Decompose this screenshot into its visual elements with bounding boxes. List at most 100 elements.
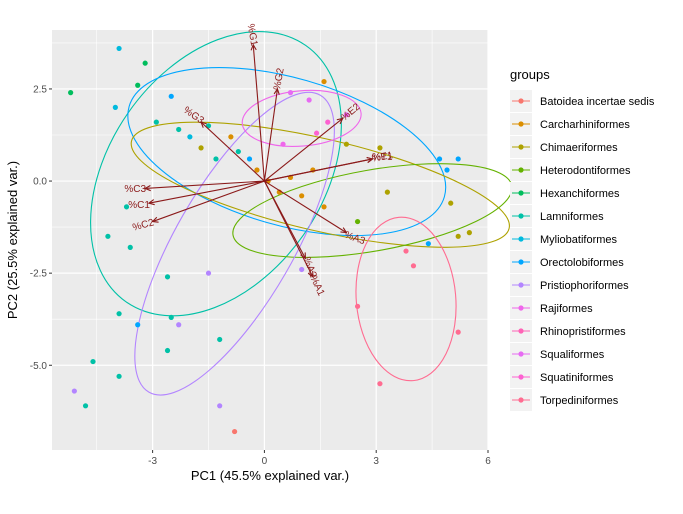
x-tick-label: 6 bbox=[485, 456, 491, 467]
point-lamniformes bbox=[168, 314, 174, 320]
loading-arrow bbox=[152, 180, 265, 223]
x-tick-label: 3 bbox=[373, 456, 379, 467]
point-torpediniformes bbox=[377, 381, 383, 387]
point-lamniformes bbox=[116, 311, 122, 317]
legend-key-point bbox=[518, 282, 524, 288]
point-batoidea-incertae-sedis bbox=[231, 428, 238, 435]
point-squaliformes bbox=[306, 97, 312, 103]
point-lamniformes bbox=[127, 244, 133, 250]
loading-arrowhead bbox=[147, 199, 155, 206]
ellipse-orectolobiformes bbox=[127, 67, 447, 237]
point-chimaeriformes bbox=[198, 145, 204, 151]
x-axis-title: PC1 (45.5% explained var.) bbox=[191, 468, 349, 483]
loading-arrowhead bbox=[340, 227, 348, 234]
loading-arrow bbox=[148, 180, 265, 204]
point-torpediniformes bbox=[403, 248, 409, 254]
loading-arrowhead bbox=[366, 156, 374, 164]
group-ellipses bbox=[90, 31, 513, 396]
point-carcharhiniformes bbox=[228, 134, 234, 140]
loading-arrowhead bbox=[273, 87, 280, 95]
legend-key-point bbox=[518, 98, 524, 104]
legend-key-point bbox=[518, 397, 524, 403]
x-tick-label: -3 bbox=[148, 456, 157, 467]
point-lamniformes bbox=[217, 336, 223, 343]
y-axis-ticks: -5.0 -2.5 0.0 2.5 bbox=[30, 84, 52, 372]
loading-label: %C3 bbox=[124, 184, 146, 195]
point-torpediniformes bbox=[455, 329, 461, 335]
point-orectolobiformes bbox=[246, 156, 253, 162]
legend-label: Pristiophoriformes bbox=[540, 280, 629, 292]
point-lamniformes bbox=[213, 156, 219, 162]
loading-label: %G1 bbox=[245, 23, 260, 47]
legend-label: Heterodontiformes bbox=[540, 165, 631, 177]
y-tick-label: -5.0 bbox=[30, 361, 48, 372]
point-pristiophoriformes bbox=[176, 322, 182, 328]
legend: groups Batoidea incertae sedis Carcharhin… bbox=[510, 67, 655, 411]
x-tick-label: 0 bbox=[262, 456, 268, 467]
point-rajiformes bbox=[280, 141, 286, 147]
legend-label: Myliobatiformes bbox=[540, 234, 618, 246]
point-carcharhiniformes bbox=[321, 204, 327, 210]
legend-key-point bbox=[518, 213, 524, 219]
point-myliobatiformes bbox=[112, 104, 118, 110]
ellipse-pristiophoriformes bbox=[134, 91, 335, 396]
point-chimaeriformes bbox=[455, 233, 461, 239]
legend-label: Squaliformes bbox=[540, 349, 605, 361]
legend-key-point bbox=[518, 167, 524, 173]
point-myliobatiformes bbox=[116, 45, 122, 52]
point-lamniformes bbox=[90, 358, 96, 365]
y-tick-label: 2.5 bbox=[33, 84, 47, 95]
point-orectolobiformes bbox=[168, 93, 174, 99]
legend-key-point bbox=[518, 259, 524, 265]
legend-key-point bbox=[518, 144, 524, 150]
loading-arrow bbox=[200, 121, 265, 182]
legend-label: Rhinopristiformes bbox=[540, 326, 626, 338]
point-hexanchiformes bbox=[142, 60, 148, 66]
loading-arrowhead bbox=[307, 270, 314, 278]
point-pristiophoriformes bbox=[205, 270, 212, 276]
loading-label: %C1 bbox=[128, 200, 150, 211]
point-lamniformes bbox=[176, 126, 182, 133]
loading-arrow bbox=[264, 158, 373, 182]
legend-label: Rajiformes bbox=[540, 303, 593, 315]
loading-arrow bbox=[264, 117, 344, 182]
point-pristiophoriformes bbox=[299, 266, 305, 273]
loading-arrow bbox=[252, 44, 265, 182]
loading-label: %G2 bbox=[272, 67, 287, 91]
legend-label: Lamniformes bbox=[540, 211, 604, 223]
point-lamniformes bbox=[82, 403, 89, 409]
point-squaliformes bbox=[343, 112, 349, 118]
point-chimaeriformes bbox=[377, 145, 383, 151]
legend-key-point bbox=[518, 328, 524, 334]
x-axis-ticks: -3 0 3 6 bbox=[148, 450, 491, 467]
loading-arrow bbox=[145, 180, 265, 189]
legend-key-point bbox=[518, 121, 524, 127]
point-heterodontiformes bbox=[354, 218, 361, 225]
ellipse-rajiformes bbox=[241, 89, 362, 147]
legend-items: Batoidea incertae sedis Carcharhiniformes… bbox=[510, 90, 655, 411]
legend-label: Squatiniformes bbox=[540, 372, 614, 384]
legend-label: Carcharhiniformes bbox=[540, 119, 630, 131]
legend-label: Torpediniformes bbox=[540, 395, 619, 407]
point-chimaeriformes bbox=[343, 141, 349, 147]
point-lamniformes bbox=[105, 233, 111, 239]
loading-arrow bbox=[264, 180, 347, 234]
y-tick-label: 0.0 bbox=[33, 177, 47, 188]
loading-arrowhead bbox=[143, 185, 151, 192]
point-lamniformes bbox=[164, 274, 171, 280]
point-orectolobiformes bbox=[455, 156, 461, 162]
ellipse-chimaeriformes bbox=[130, 121, 510, 248]
loading-arrowhead bbox=[250, 43, 257, 51]
point-torpediniformes bbox=[410, 263, 417, 269]
point-carcharhiniformes bbox=[321, 78, 327, 85]
panel-background bbox=[52, 30, 488, 450]
legend-label: Chimaeriformes bbox=[540, 142, 618, 154]
loading-arrow bbox=[263, 180, 314, 278]
legend-key-point bbox=[518, 236, 524, 242]
point-lamniformes bbox=[116, 373, 122, 379]
point-chimaeriformes bbox=[384, 189, 390, 195]
point-orectolobiformes bbox=[444, 167, 450, 173]
ellipse-torpediniformes bbox=[355, 216, 457, 382]
point-orectolobiformes bbox=[436, 156, 443, 162]
